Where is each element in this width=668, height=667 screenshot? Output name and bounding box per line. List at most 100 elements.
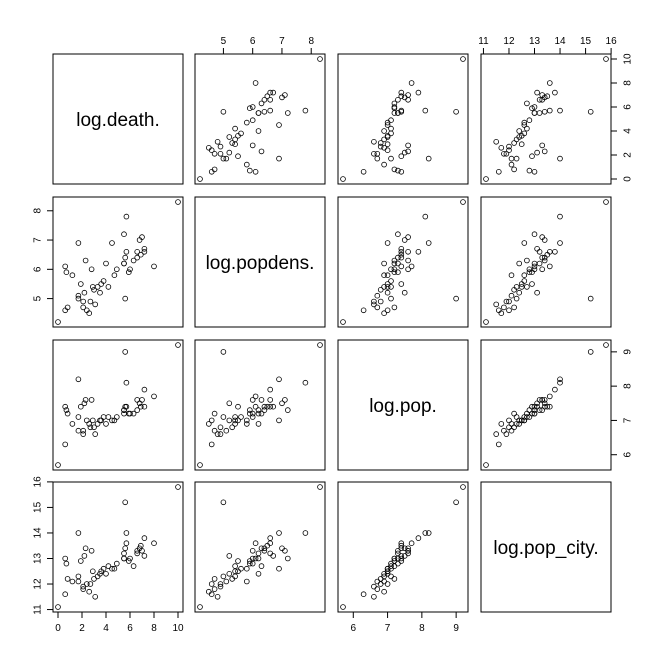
data-point [235,403,241,410]
data-point [557,107,563,114]
data-point [317,342,323,348]
panel-frame [194,196,326,328]
data-point [302,379,309,386]
data-point [388,573,394,580]
data-point [544,251,551,258]
tick-label: 8 [623,80,634,86]
data-point [531,231,538,238]
data-point [374,586,381,592]
data-point [130,410,137,417]
data-point [493,139,500,145]
tick-label: 13 [529,36,541,47]
data-point [235,558,241,564]
data-point [276,122,282,128]
tick-label: 16 [606,36,618,47]
data-point [391,166,398,173]
data-point [232,421,238,427]
tick-label: 6 [623,104,634,110]
data-point [546,80,553,86]
data-point [252,169,259,175]
data-point [220,109,227,115]
data-point [226,570,233,577]
data-point [284,110,291,116]
data-point [197,462,203,468]
data-point [139,547,145,554]
data-point [501,304,507,311]
data-point [267,535,274,541]
data-point [114,560,120,567]
tick-label: 8 [419,623,425,634]
data-point [232,141,238,148]
data-point [121,407,127,413]
data-point [398,281,405,287]
data-point [384,568,391,575]
data-point [498,310,505,317]
data-point [80,586,86,592]
panel-grid: log.death. log.popdens. log.pop. log.pop_ci… [52,53,612,613]
data-point [539,234,545,240]
data-point [249,142,256,149]
data-point [531,263,538,270]
data-point [62,555,68,562]
data-point [235,153,241,160]
data-point [541,397,548,403]
data-point [138,403,144,410]
data-point [521,130,528,137]
data-point [526,167,533,174]
data-point [211,427,218,434]
data-point [226,149,233,156]
data-point [249,117,256,123]
data-point [587,295,594,302]
data-point [82,545,89,552]
data-point [75,295,82,302]
data-point [395,231,401,238]
panel-frame [52,339,184,471]
tick-label: 4 [103,623,109,634]
tick-label: 15 [33,501,44,513]
data-point [534,289,540,296]
panel-frame [337,339,469,471]
data-point [84,417,90,424]
data-point [255,421,262,427]
data-point [97,417,103,424]
data-point [229,140,236,146]
data-point [151,263,157,270]
data-point [255,570,262,577]
data-point [208,147,215,154]
data-point [398,251,405,258]
data-point [384,284,391,290]
data-point [75,292,82,299]
data-point [388,266,394,273]
panel-r1-c1: log.death. [52,53,184,185]
data-point [121,555,127,562]
data-point [302,530,309,536]
data-point [541,257,548,264]
data-point [395,547,401,554]
data-point [127,555,133,562]
data-point [258,148,265,155]
data-point [521,278,528,284]
data-point [220,349,227,355]
data-point [217,581,224,587]
data-point [75,573,82,580]
data-point [381,310,387,317]
data-point [87,298,94,305]
data-point [557,155,563,162]
data-point [453,499,459,506]
tick-label: 6 [33,266,44,272]
data-point [141,246,148,252]
data-point [244,421,250,427]
tick-label: 6 [127,623,133,634]
data-point [391,100,398,107]
data-point [531,260,538,267]
data-point [211,166,218,173]
data-point [405,266,411,273]
data-point [384,272,391,279]
data-point [360,169,367,175]
data-point [175,342,181,348]
data-point [123,249,130,255]
panel-frame [480,481,612,613]
data-point [503,298,510,305]
data-point [557,376,563,383]
